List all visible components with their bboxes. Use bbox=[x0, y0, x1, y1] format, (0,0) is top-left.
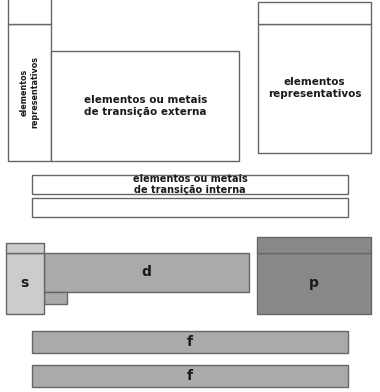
FancyBboxPatch shape bbox=[6, 253, 44, 314]
FancyBboxPatch shape bbox=[32, 198, 348, 217]
Text: f: f bbox=[187, 369, 193, 383]
FancyBboxPatch shape bbox=[32, 331, 348, 353]
FancyBboxPatch shape bbox=[51, 51, 239, 161]
FancyBboxPatch shape bbox=[258, 24, 370, 153]
Text: elementos ou metais
de transição interna: elementos ou metais de transição interna bbox=[133, 174, 247, 196]
FancyBboxPatch shape bbox=[258, 2, 370, 24]
FancyBboxPatch shape bbox=[256, 237, 370, 253]
FancyBboxPatch shape bbox=[44, 292, 66, 304]
FancyBboxPatch shape bbox=[6, 243, 44, 253]
FancyBboxPatch shape bbox=[256, 253, 370, 314]
Text: elementos
representativos: elementos representativos bbox=[268, 77, 361, 99]
FancyBboxPatch shape bbox=[8, 0, 51, 24]
Text: p: p bbox=[309, 276, 318, 290]
Text: elementos
representativos: elementos representativos bbox=[20, 56, 39, 128]
Text: elementos ou metais
de transição externa: elementos ou metais de transição externa bbox=[84, 95, 207, 117]
FancyBboxPatch shape bbox=[32, 365, 348, 387]
Text: s: s bbox=[21, 276, 29, 290]
Text: d: d bbox=[141, 265, 151, 279]
FancyBboxPatch shape bbox=[44, 253, 249, 292]
Text: f: f bbox=[187, 335, 193, 349]
FancyBboxPatch shape bbox=[8, 24, 51, 161]
FancyBboxPatch shape bbox=[32, 175, 348, 194]
